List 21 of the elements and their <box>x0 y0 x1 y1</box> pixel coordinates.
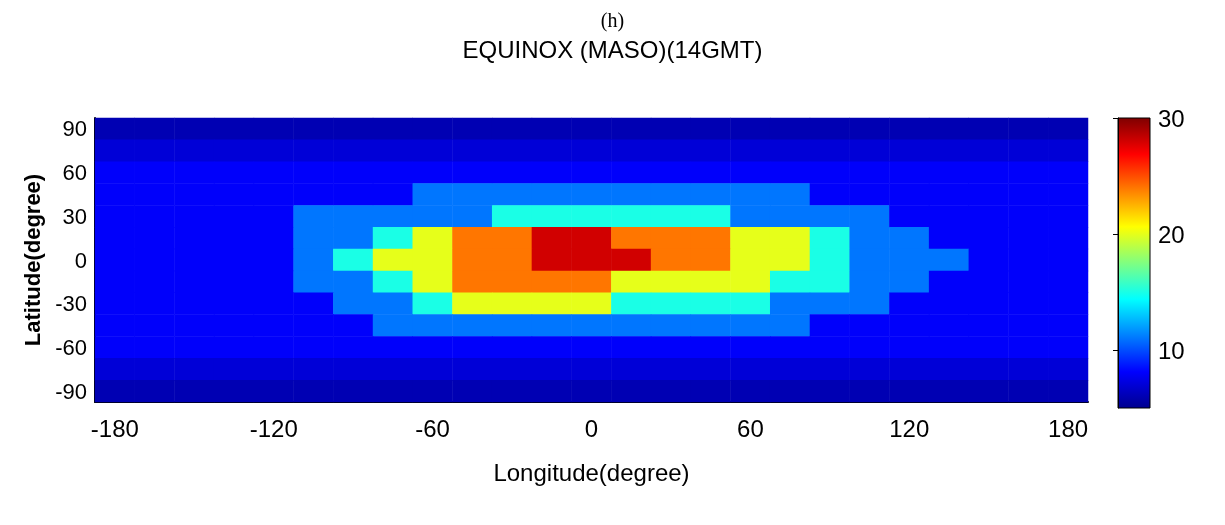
y-tick-label: -90 <box>55 378 87 404</box>
x-tick-label: 180 <box>1048 414 1089 442</box>
color-bar-label: 20 <box>1158 220 1185 248</box>
y-tick-label: -30 <box>55 291 87 317</box>
chart-title: EQUINOX (MASO)(14GMT) <box>462 35 763 63</box>
color-bar-label: 30 <box>1158 104 1185 132</box>
color-bar-label: 10 <box>1158 336 1185 364</box>
y-tick-label: 0 <box>74 247 87 273</box>
x-tick-label: 60 <box>737 414 764 442</box>
x-tick-label: -60 <box>415 414 450 442</box>
y-axis-title: Latitude(degree) <box>19 173 45 347</box>
y-tick-label: 60 <box>62 160 87 186</box>
x-tick-label: -120 <box>249 414 298 442</box>
y-tick-label: 90 <box>62 116 87 142</box>
x-tick-label: 0 <box>584 414 599 442</box>
x-axis-title: Longitude(degree) <box>493 458 690 486</box>
x-tick-label: -180 <box>90 414 139 442</box>
y-tick-label: 30 <box>62 203 87 229</box>
x-tick-label: 120 <box>889 414 930 442</box>
y-tick-label: -60 <box>55 334 87 360</box>
text: (h) <box>600 9 625 32</box>
